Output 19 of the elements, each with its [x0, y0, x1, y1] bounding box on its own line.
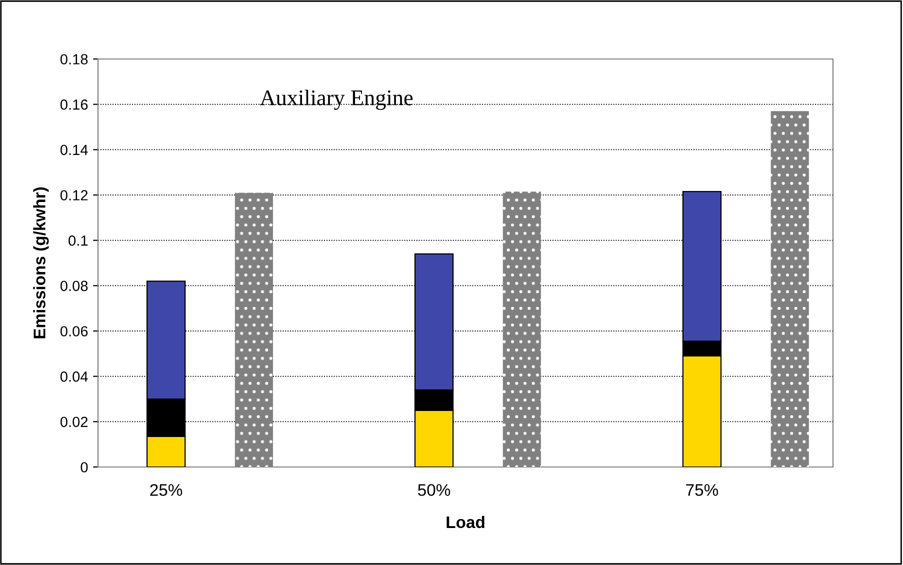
x-tick-label: 75%	[686, 484, 718, 496]
bar	[234, 192, 273, 467]
y-axis-title: Emissions (g/kwhr)	[33, 187, 49, 338]
bar	[770, 111, 809, 467]
y-tick-label: 0.16	[60, 99, 88, 110]
text: Auxiliary Engine	[260, 90, 413, 110]
x-tick-label: 50%	[418, 484, 450, 496]
x-tick-label: 25%	[150, 484, 182, 496]
y-tick-label: 0.08	[60, 280, 88, 292]
x-axis-title: Load	[446, 516, 484, 528]
y-tick-label: 0.02	[60, 416, 88, 428]
y-tick-label: 0.04	[60, 371, 88, 382]
y-tick-label: 0.1	[68, 235, 88, 246]
y-tick-label: 0	[80, 462, 88, 472]
bar	[502, 192, 541, 467]
y-tick-label: 0.06	[60, 326, 88, 336]
y-tick-label: 0.12	[60, 190, 88, 200]
y-tick-label: 0.14	[60, 144, 88, 156]
y-tick-label: 0.18	[60, 54, 88, 64]
